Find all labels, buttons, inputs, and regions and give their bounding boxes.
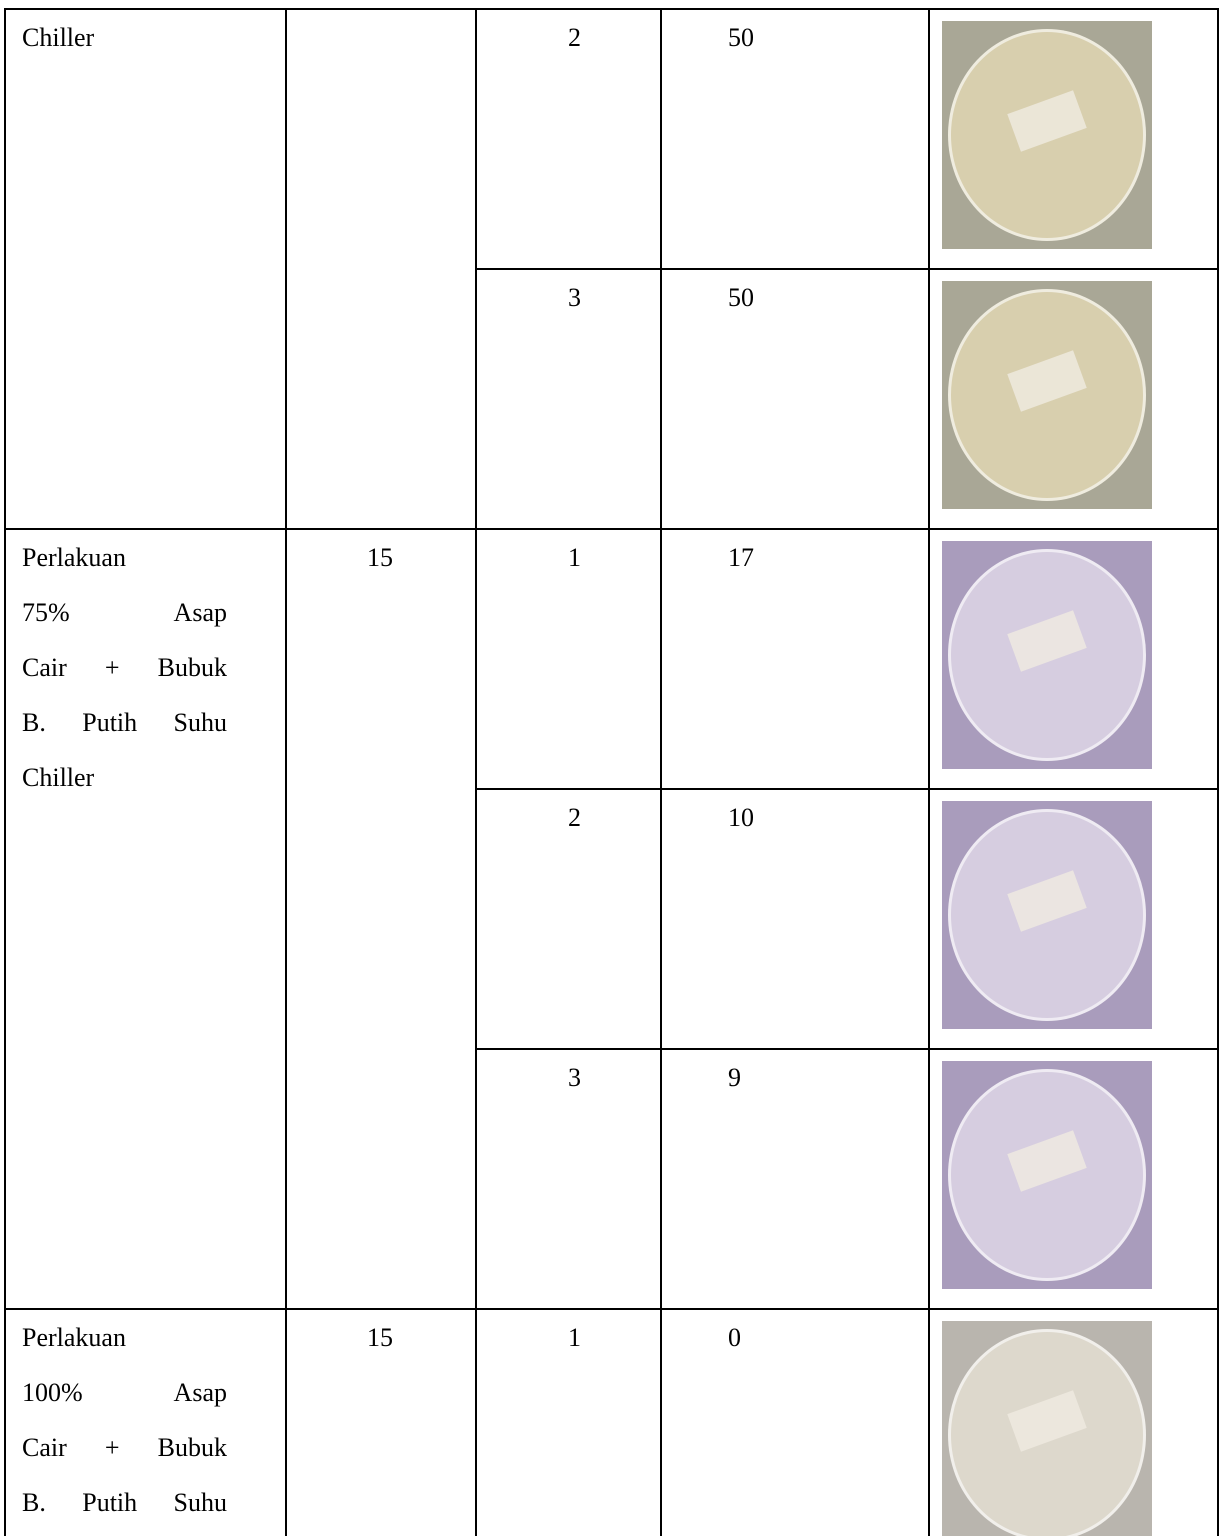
petri-photo [942, 281, 1152, 509]
row-border [475, 268, 1219, 270]
count-cell: 10 [728, 803, 754, 832]
treatment-line: Cair + Bubuk [22, 1433, 227, 1462]
column-border [475, 1308, 477, 1536]
table-border [4, 8, 1219, 10]
column-border [285, 8, 287, 528]
treatment-line: 75% Asap [22, 598, 227, 627]
column-border [928, 528, 930, 1308]
column-border [1217, 528, 1219, 1308]
column-border [285, 528, 287, 1308]
column-border [4, 528, 6, 1308]
count-cell: 50 [728, 283, 754, 312]
petri-photo [942, 21, 1152, 249]
count-cell: 17 [728, 543, 754, 572]
time-cell: 15 [367, 543, 393, 572]
column-border [660, 1308, 662, 1536]
treatment-line: 100% Asap [22, 1378, 227, 1407]
column-border [928, 1308, 930, 1536]
group-border [4, 528, 1219, 530]
replicate-cell: 2 [568, 23, 581, 52]
column-border [4, 1308, 6, 1536]
treatment-line: Cair + Bubuk [22, 653, 227, 682]
column-border [1217, 1308, 1219, 1536]
group-border [4, 1308, 1219, 1310]
treatment-line: B. Putih Suhu [22, 1488, 227, 1517]
time-cell: 15 [367, 1323, 393, 1352]
petri-photo [942, 1321, 1152, 1536]
treatment-cell: Chiller [22, 10, 227, 65]
treatment-line: B. Putih Suhu [22, 708, 227, 737]
replicate-cell: 1 [568, 543, 581, 572]
replicate-cell: 3 [568, 1063, 581, 1092]
column-border [1217, 8, 1219, 528]
treatment-line: Chiller [22, 763, 95, 792]
column-border [660, 528, 662, 1308]
replicate-cell: 1 [568, 1323, 581, 1352]
column-border [660, 8, 662, 528]
count-cell: 0 [728, 1323, 741, 1352]
treatment-line: Perlakuan [22, 1323, 126, 1352]
row-border [475, 1048, 1219, 1050]
count-cell: 50 [728, 23, 754, 52]
count-cell: 9 [728, 1063, 741, 1092]
petri-photo [942, 1061, 1152, 1289]
treatment-line: Chiller [22, 23, 95, 52]
treatment-cell: Perlakuan 75% Asap Cair + Bubuk B. Putih Su… [22, 530, 227, 805]
column-border [475, 8, 477, 528]
column-border [285, 1308, 287, 1536]
row-border [475, 788, 1219, 790]
replicate-cell: 3 [568, 283, 581, 312]
column-border [475, 528, 477, 1308]
petri-photo [942, 541, 1152, 769]
petri-photo [942, 801, 1152, 1029]
treatment-cell: Perlakuan 100% Asap Cair + Bubuk B. Putih S… [22, 1310, 227, 1530]
replicate-cell: 2 [568, 803, 581, 832]
treatment-line: Perlakuan [22, 543, 126, 572]
column-border [4, 8, 6, 528]
column-border [928, 8, 930, 528]
